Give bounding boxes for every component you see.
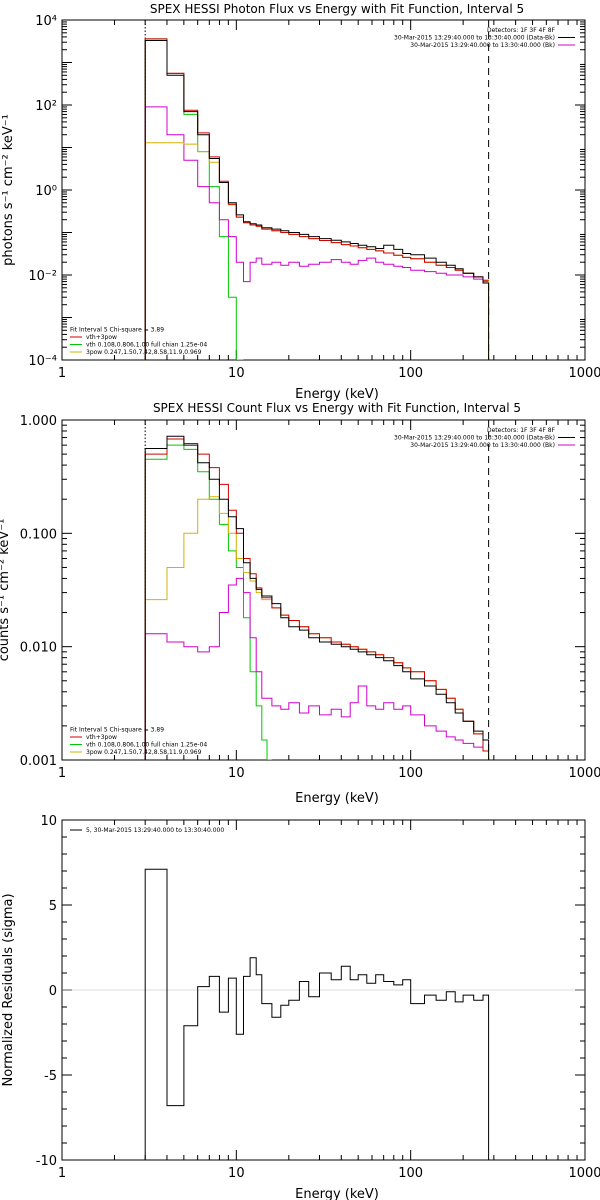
plot-frame <box>61 419 586 761</box>
y-tick-label: 1.000 <box>20 414 57 429</box>
y-tick-label: 0.001 <box>20 754 57 769</box>
y-tick-label: 5 <box>49 899 57 914</box>
panel-title: SPEX HESSI Photon Flux vs Energy with Fi… <box>150 2 524 16</box>
y-axis-label: Normalized Residuals (sigma) <box>1 893 16 1086</box>
x-axis-ticks: 1 10 100 1000 <box>58 20 600 381</box>
legend-entry-label: 30-Mar-2015 13:29:40.000 to 13:30:40.000… <box>410 442 555 449</box>
y-tick-label: 10 <box>40 814 57 829</box>
series-data-line <box>144 40 490 360</box>
legend-entry-label: 30-Mar-2015 13:29:40.000 to 13:30:40.000… <box>394 435 555 442</box>
legend-left: Fit Interval 5 Chi-square = 3.89vth+3pow… <box>70 727 207 756</box>
photon-flux-panel: SPEX HESSI Photon Flux vs Energy with Fi… <box>1 2 600 402</box>
plot-area <box>144 20 490 360</box>
series-total-line <box>144 38 489 360</box>
x-tick-label: 10 <box>228 1166 245 1181</box>
plot-frame <box>61 19 586 361</box>
series-residuals-line <box>144 868 490 1160</box>
y-axis-ticks: 0.001 0.010 0.100 1.000 <box>20 414 585 769</box>
legend-entry-label: 5, 30-Mar-2015 13:29:40.000 to 13:30:40.… <box>86 827 224 834</box>
x-axis-label: Energy (keV) <box>295 791 379 806</box>
series-thermal-line <box>144 444 272 760</box>
series-powerlaw-line <box>144 496 490 760</box>
legend-left: 5, 30-Mar-2015 13:29:40.000 to 13:30:40.… <box>70 827 224 834</box>
x-axis-label: Energy (keV) <box>295 387 379 402</box>
y-tick-label: 10⁰ <box>35 184 57 199</box>
y-axis-label: counts s⁻¹ cm⁻² keV⁻¹ <box>0 519 12 662</box>
x-tick-label: 1 <box>58 366 66 381</box>
x-tick-label: 100 <box>398 366 423 381</box>
series-total-line <box>144 438 489 760</box>
legend-entry-label: Detectors: 1F 3F 4F 8F <box>487 427 556 434</box>
series-powerlaw-line <box>144 142 490 360</box>
count-flux-panel: SPEX HESSI Count Flux vs Energy with Fit… <box>0 401 600 806</box>
y-tick-label: -5 <box>44 1069 57 1084</box>
legend-left: Fit Interval 5 Chi-square = 3.89vth+3pow… <box>70 327 207 356</box>
legend-entry-label: 3pow 0.247,1.50,7.42,8.58,11.9,0.969 <box>86 749 202 756</box>
x-tick-label: 1000 <box>568 1166 600 1181</box>
y-axis-ticks: -10 -5 0 5 10 <box>36 814 585 1169</box>
series-data-line <box>144 435 490 760</box>
y-tick-label: 10² <box>35 99 57 114</box>
x-tick-label: 1 <box>58 1166 66 1181</box>
legend-entry-label: 30-Mar-2015 13:29:40.000 to 13:30:40.000… <box>410 42 555 49</box>
x-tick-label: 1 <box>58 766 66 781</box>
x-tick-label: 1000 <box>568 366 600 381</box>
x-tick-label: 100 <box>398 1166 423 1181</box>
legend-entry-label: vth+3pow <box>86 334 117 341</box>
legend-entry-label: vth 0.108,0.806,1.00 full chian 1.25e-04 <box>86 742 207 749</box>
x-tick-label: 1000 <box>568 766 600 781</box>
legend-entry-label: Fit Interval 5 Chi-square = 3.89 <box>70 327 164 334</box>
plot-area <box>62 868 585 1160</box>
legend-entry-label: vth+3pow <box>86 734 117 741</box>
y-tick-label: -10 <box>36 1154 57 1169</box>
x-axis-label: Energy (keV) <box>295 1187 379 1200</box>
legend-entry-label: vth 0.108,0.806,1.00 full chian 1.25e-04 <box>86 342 207 349</box>
y-tick-label: 10⁻² <box>28 269 57 284</box>
residuals-panel: Energy (keV) Normalized Residuals (sigma… <box>1 814 600 1200</box>
x-tick-label: 10 <box>228 766 245 781</box>
x-tick-label: 10 <box>228 366 245 381</box>
legend-entry-label: 3pow 0.247,1.50,7.42,8.58,11.9,0.969 <box>86 349 202 356</box>
x-axis-ticks: 1 10 100 1000 <box>58 420 600 781</box>
y-tick-label: 10⁻⁴ <box>28 354 57 369</box>
legend-entry-label: Fit Interval 5 Chi-square = 3.89 <box>70 727 164 734</box>
legend-entry-label: Detectors: 1F 3F 4F 8F <box>487 27 556 34</box>
panel-title: SPEX HESSI Count Flux vs Energy with Fit… <box>153 401 521 415</box>
series-background-line <box>144 106 489 360</box>
y-tick-label: 0 <box>49 984 57 999</box>
legend-entry-label: 30-Mar-2015 13:29:40.000 to 13:30:40.000… <box>394 35 555 42</box>
series-background-line <box>144 577 489 760</box>
x-axis-ticks: 1 10 100 1000 <box>58 820 600 1181</box>
x-tick-label: 100 <box>398 766 423 781</box>
y-tick-label: 0.100 <box>20 527 57 542</box>
plot-area <box>144 420 490 760</box>
y-axis-label: photons s⁻¹ cm⁻² keV⁻¹ <box>1 114 16 266</box>
y-tick-label: 10⁴ <box>35 14 57 29</box>
y-axis-ticks: 10⁻⁴ 10⁻² 10⁰ 10² 10⁴ <box>28 14 585 369</box>
y-tick-label: 0.010 <box>20 641 57 656</box>
